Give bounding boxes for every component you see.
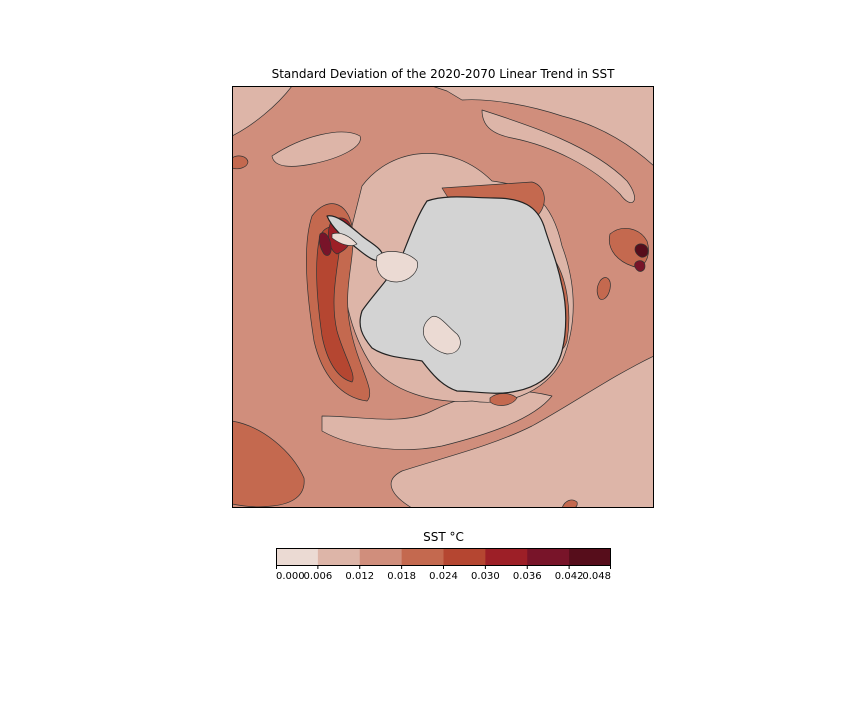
ronne-ice-shelf xyxy=(376,251,418,283)
sst-contour-southwest-blob xyxy=(232,420,305,508)
colorbar-segment xyxy=(569,548,611,566)
colorbar-tick-label: 0.012 xyxy=(345,571,374,582)
colorbar-segment xyxy=(527,548,570,566)
sst-contour-ne-patch-a xyxy=(608,228,649,268)
sst-contour-ring-west xyxy=(232,86,293,137)
sst-contour-ne-patch-d xyxy=(596,277,611,300)
colorbar-label: SST °C xyxy=(423,530,464,544)
sst-contour-ring-east xyxy=(431,86,654,167)
colorbar-segment xyxy=(401,548,444,566)
antarctica-land xyxy=(359,196,567,394)
colorbar-segment xyxy=(485,548,528,566)
colorbar-tick-label: 0.042 xyxy=(555,571,584,582)
colorbar-tick-label: 0.024 xyxy=(429,571,458,582)
colorbar-tick-label: 0.006 xyxy=(304,571,333,582)
colorbar-segment xyxy=(359,548,403,566)
sst-contour-peninsula-036 xyxy=(318,232,332,256)
sst-contour-south-patch xyxy=(489,393,518,406)
sst-contour-ne-patch-c xyxy=(634,260,646,272)
ice-shelf-sliver xyxy=(331,232,358,246)
colorbar-tick-label: 0.030 xyxy=(471,571,500,582)
colorbar-tick-label: 0.036 xyxy=(513,571,542,582)
sst-map xyxy=(232,86,654,508)
colorbar-tick-label: 0.048 xyxy=(582,571,611,582)
ross-ice-shelf xyxy=(423,315,461,355)
colorbar-tick-label: 0.018 xyxy=(387,571,416,582)
colorbar-segment xyxy=(443,548,486,566)
colorbar-tick-label: 0.000 xyxy=(276,571,305,582)
colorbar-segment xyxy=(317,548,361,566)
sst-contour-ne-patch-b xyxy=(634,243,649,258)
sst-contour-ring-south xyxy=(321,390,553,450)
sst-contour-ne-patch-e xyxy=(232,155,249,170)
sst-contour-ring-southeast xyxy=(390,355,654,508)
sst-contour-ring-ne xyxy=(481,109,635,203)
sst-contour-ring-nw-patch xyxy=(271,131,361,167)
chart-title: Standard Deviation of the 2020-2070 Line… xyxy=(271,67,615,81)
colorbar-segment xyxy=(276,548,319,566)
